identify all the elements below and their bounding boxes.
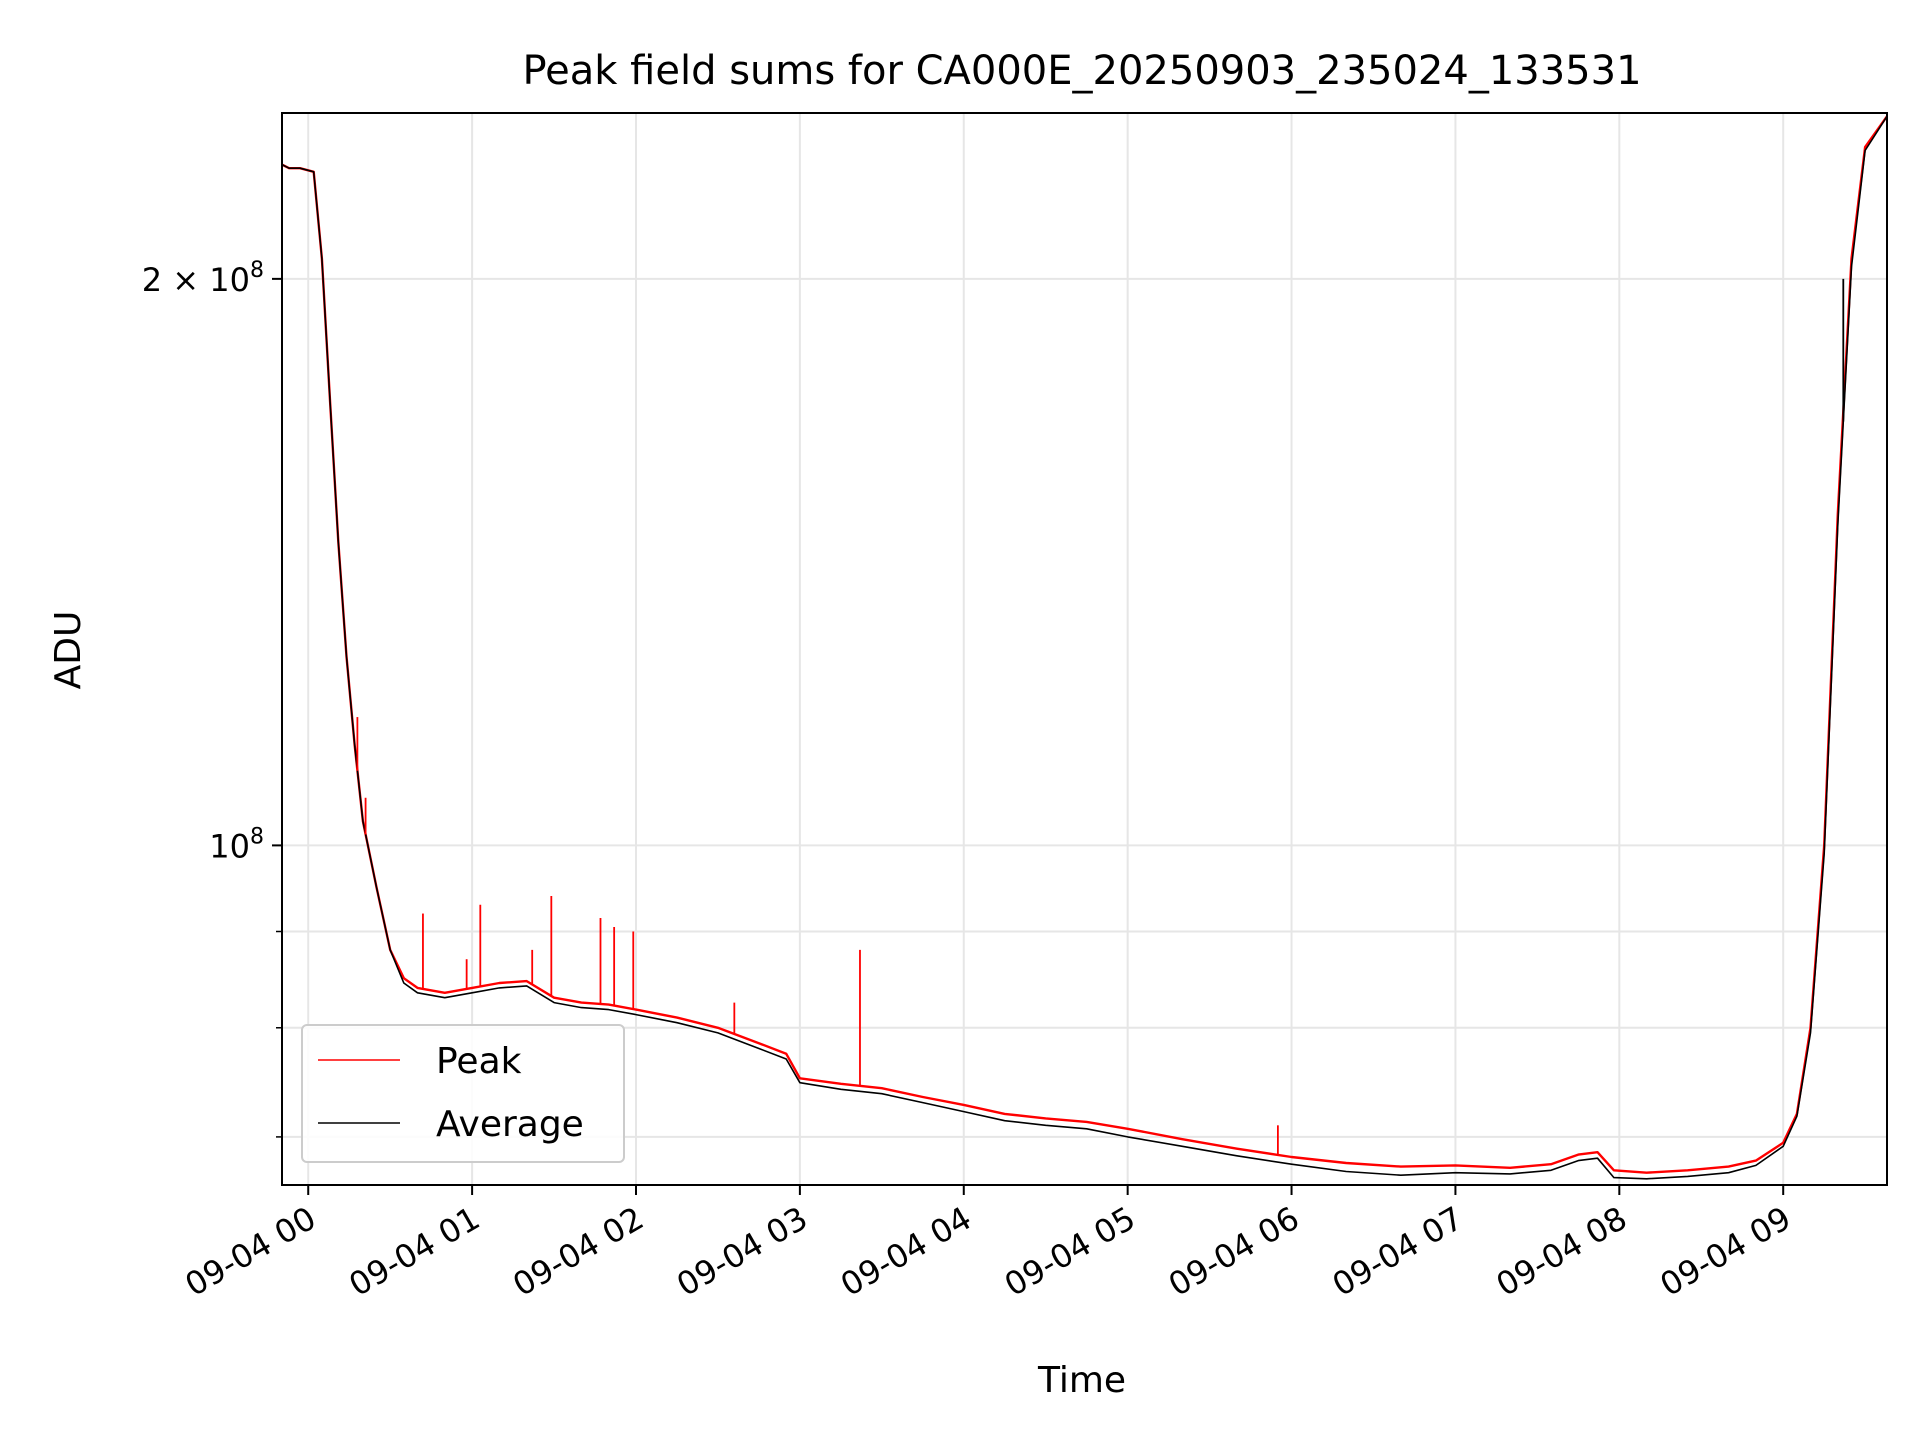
y-axis-label: ADU (48, 611, 89, 690)
plot-frame (281, 112, 1888, 1186)
x-axis-label: Time (1037, 1360, 1126, 1401)
y-axis-ticks: 108 2 × 108 (142, 258, 282, 1138)
series-line-average (282, 115, 1887, 1180)
chart-title: Peak field sums for CA000E_20250903_2350… (522, 48, 1641, 94)
y-tick-label: 2 × 108 (142, 258, 264, 299)
legend-average-label: Average (436, 1104, 584, 1145)
legend-peak-label: Peak (436, 1041, 522, 1082)
y-tick-label: 108 (209, 824, 264, 865)
legend: Peak Average (301, 1024, 625, 1163)
series-group (282, 115, 1887, 1180)
grid (282, 113, 1887, 1185)
